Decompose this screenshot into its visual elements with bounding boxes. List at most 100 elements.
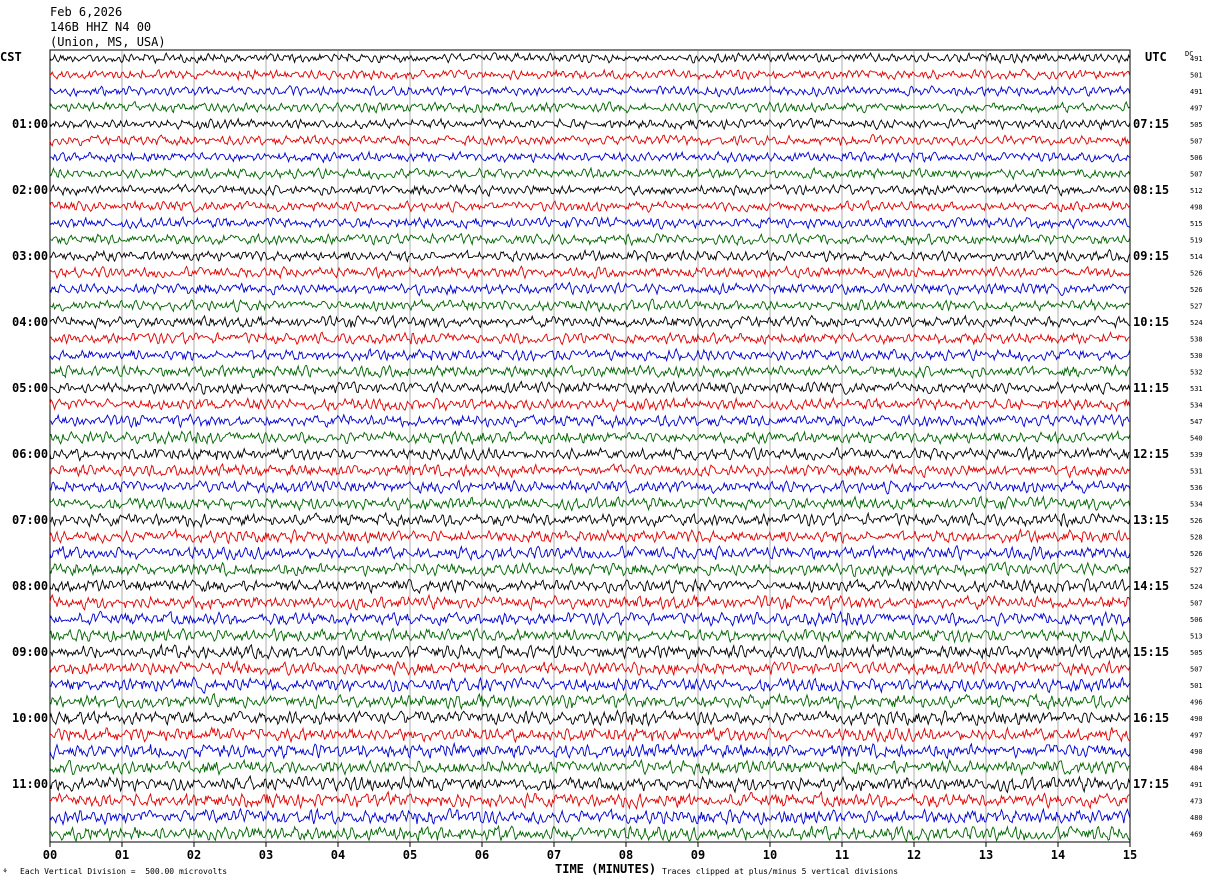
right-hour-label: 16:15 — [1133, 711, 1169, 725]
dc-offset-value: 480 — [1190, 814, 1203, 822]
right-hour-label: 10:15 — [1133, 315, 1169, 329]
trace-row — [49, 544, 1131, 562]
dc-offset-value: 491 — [1190, 88, 1203, 96]
scale-note: Each Vertical Division = 500.00 microvol… — [20, 867, 228, 876]
trace-row — [49, 610, 1131, 628]
x-tick-label: 11 — [835, 848, 849, 862]
trace-row — [49, 396, 1131, 413]
x-tick-label: 09 — [691, 848, 705, 862]
dc-offset-value: 515 — [1190, 220, 1203, 228]
dc-offset-value: 539 — [1190, 451, 1203, 459]
trace-row — [49, 100, 1131, 114]
dc-offset-value: 534 — [1190, 501, 1203, 509]
trace-row — [49, 314, 1131, 330]
trace-row — [49, 150, 1131, 164]
trace-row — [49, 676, 1131, 694]
left-hour-label: 03:00 — [12, 249, 48, 263]
x-tick-label: 14 — [1051, 848, 1065, 862]
trace-row — [49, 824, 1131, 843]
header-location: (Union, MS, USA) — [50, 35, 166, 49]
trace-row — [49, 199, 1131, 214]
dc-offset-value: 531 — [1190, 468, 1203, 476]
x-tick-label: 07 — [547, 848, 561, 862]
right-hour-label: 14:15 — [1133, 579, 1169, 593]
trace-row — [49, 577, 1130, 595]
trace-row — [49, 133, 1131, 147]
clip-note: Traces clipped at plus/minus 5 vertical … — [662, 867, 899, 876]
dc-offset-value: 507 — [1190, 171, 1203, 179]
right-hour-label: 13:15 — [1133, 513, 1169, 527]
trace-row — [49, 215, 1131, 230]
dc-offset-value: 506 — [1190, 154, 1203, 162]
trace-row — [49, 495, 1131, 512]
header-station: 146B HHZ N4 00 — [50, 20, 152, 34]
dc-offset-value: 491 — [1190, 781, 1203, 789]
trace-row — [49, 774, 1131, 794]
dc-label: DC — [1185, 50, 1194, 58]
x-tick-label: 08 — [619, 848, 633, 862]
trace-row — [49, 561, 1131, 578]
left-hour-label: 02:00 — [12, 183, 48, 197]
dc-offset-value: 532 — [1190, 369, 1203, 377]
dc-offset-value: 501 — [1190, 682, 1203, 690]
dc-offset-value: 519 — [1190, 237, 1203, 245]
trace-row — [49, 527, 1130, 545]
x-tick-label: 13 — [979, 848, 993, 862]
dc-offset-value: 490 — [1190, 748, 1203, 756]
dc-offset-value: 506 — [1190, 616, 1203, 624]
left-timezone-label: CST — [0, 50, 22, 64]
dc-offset-value: 513 — [1190, 633, 1203, 641]
trace-row — [49, 446, 1131, 462]
x-tick-label: 12 — [907, 848, 921, 862]
trace-row — [49, 479, 1131, 495]
trace-row — [49, 626, 1131, 644]
dc-offset-value: 524 — [1190, 583, 1203, 591]
dc-offset-value: 473 — [1190, 798, 1203, 806]
trace-row — [49, 380, 1131, 396]
dc-offset-value: 526 — [1190, 517, 1203, 525]
dc-offset-value: 547 — [1190, 418, 1203, 426]
dc-offset-value: 497 — [1190, 105, 1203, 113]
trace-row — [49, 790, 1130, 811]
x-tick-label: 01 — [115, 848, 129, 862]
trace-row — [49, 692, 1131, 711]
dc-offset-value: 536 — [1190, 484, 1203, 492]
left-hour-label: 05:00 — [12, 381, 48, 395]
right-hour-label: 12:15 — [1133, 447, 1169, 461]
x-tick-label: 02 — [187, 848, 201, 862]
dc-offset-value: 507 — [1190, 138, 1203, 146]
left-hour-label: 04:00 — [12, 315, 48, 329]
x-tick-label: 03 — [259, 848, 273, 862]
trace-row — [49, 183, 1131, 198]
trace-row — [49, 593, 1131, 612]
dc-offset-value: 531 — [1190, 385, 1203, 393]
dc-offset-value: 514 — [1190, 253, 1203, 261]
station-marker-icon: ⚘ — [3, 867, 8, 875]
dc-offset-value: 526 — [1190, 270, 1203, 278]
right-hour-label: 17:15 — [1133, 777, 1169, 791]
trace-row — [49, 741, 1131, 761]
dc-offset-value: 484 — [1190, 765, 1203, 773]
dc-offset-value: 540 — [1190, 435, 1203, 443]
trace-row — [49, 248, 1131, 263]
x-tick-label: 00 — [43, 848, 57, 862]
x-axis-title: TIME (MINUTES) — [555, 862, 657, 876]
dc-offset-value: 496 — [1190, 699, 1203, 707]
left-hour-label: 10:00 — [12, 711, 48, 725]
dc-offset-value: 490 — [1190, 715, 1203, 723]
trace-row — [49, 511, 1131, 529]
dc-offset-value: 524 — [1190, 319, 1203, 327]
trace-row — [49, 758, 1130, 777]
dc-offset-value: 538 — [1190, 336, 1203, 344]
x-tick-label: 04 — [331, 848, 345, 862]
dc-offset-value: 512 — [1190, 187, 1203, 195]
trace-row — [50, 68, 1131, 82]
right-timezone-label: UTC — [1145, 50, 1167, 64]
dc-offset-value: 501 — [1190, 72, 1203, 80]
trace-row — [49, 347, 1131, 363]
right-hour-label: 09:15 — [1133, 249, 1169, 263]
trace-row — [49, 117, 1131, 131]
x-tick-label: 06 — [475, 848, 489, 862]
left-hour-label: 01:00 — [12, 117, 48, 131]
